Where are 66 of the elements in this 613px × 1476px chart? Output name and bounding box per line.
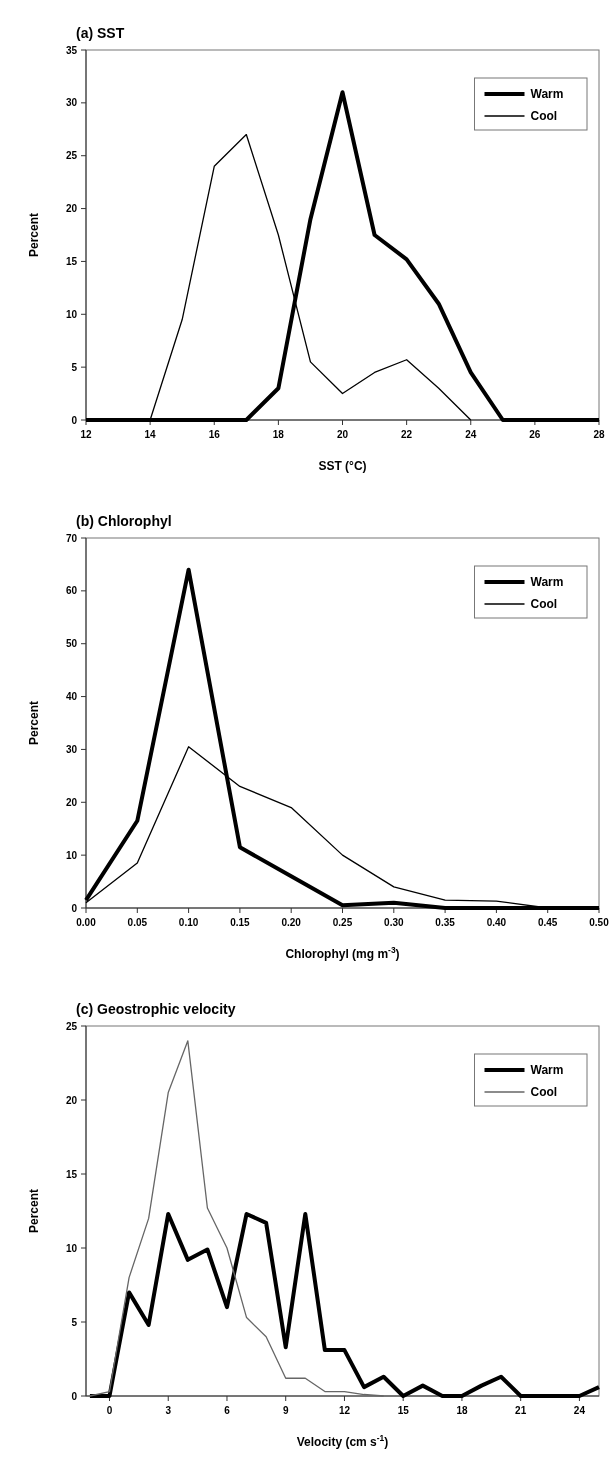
y-tick-label: 20	[65, 796, 78, 808]
y-tick-label: 0	[71, 902, 78, 914]
y-tick-label: 20	[65, 203, 78, 215]
x-tick-label: 18	[456, 1405, 468, 1416]
x-tick-label: 0.50	[589, 917, 610, 928]
x-tick-label: 0.05	[127, 917, 148, 928]
x-tick-label: 15	[397, 1405, 410, 1416]
x-tick-label: 9	[282, 1405, 289, 1416]
y-tick-label: 70	[65, 532, 78, 544]
x-tick-label: 0.10	[178, 917, 199, 928]
x-axis-title: Velocity (cm s$^{-1}$)	[296, 1433, 389, 1449]
chart-title: (b) Chlorophyl	[76, 513, 172, 529]
legend-label: Warm	[530, 575, 564, 590]
x-tick-label: 18	[272, 429, 285, 440]
x-tick-label: 21	[515, 1405, 527, 1416]
y-tick-label: 30	[65, 743, 78, 755]
y-tick-label: 15	[65, 255, 78, 267]
y-tick-label: 40	[65, 691, 78, 703]
x-tick-label: 0.15	[230, 917, 251, 928]
chart-title: (a) SST	[76, 25, 125, 41]
x-tick-label: 0.30	[384, 917, 404, 928]
x-tick-label: 0	[106, 1405, 113, 1416]
x-tick-label: 20	[336, 429, 349, 440]
x-axis-title: Chlorophyl (mg m$^{-3}$)	[285, 945, 400, 961]
x-tick-label: 16	[208, 429, 221, 440]
legend-label: Cool	[530, 1085, 558, 1100]
x-tick-label: 12	[80, 429, 92, 440]
x-tick-label: 14	[144, 429, 157, 440]
x-tick-label: 0.20	[281, 917, 302, 928]
x-tick-label: 22	[401, 429, 413, 440]
x-tick-label: 0.45	[537, 917, 558, 928]
y-tick-label: 50	[65, 638, 78, 650]
legend-label: Warm	[530, 1063, 564, 1078]
x-tick-label: 3	[165, 1405, 172, 1416]
y-tick-label: 20	[65, 1094, 78, 1106]
y-axis-title: Percent	[27, 1188, 41, 1234]
x-tick-label: 6	[224, 1405, 231, 1416]
y-tick-label: 60	[65, 585, 78, 597]
y-tick-label: 0	[71, 414, 78, 426]
x-tick-label: 0.00	[76, 917, 97, 928]
y-tick-label: 5	[71, 361, 78, 373]
legend-label: Cool	[530, 597, 558, 612]
y-tick-label: 25	[65, 150, 78, 162]
y-tick-label: 10	[65, 1242, 78, 1254]
legend-label: Warm	[530, 87, 564, 102]
x-tick-label: 24	[573, 1405, 586, 1416]
x-axis-title: SST (°C)	[318, 459, 367, 473]
y-tick-label: 10	[65, 849, 78, 861]
x-tick-label: 12	[338, 1405, 351, 1416]
chart-title: (c) Geostrophic velocity	[76, 1001, 236, 1017]
y-axis-title: Percent	[27, 212, 41, 258]
x-tick-label: 24	[465, 429, 477, 440]
y-tick-label: 15	[65, 1168, 78, 1180]
y-tick-label: 30	[65, 97, 78, 109]
x-tick-label: 26	[529, 429, 541, 440]
legend-label: Cool	[530, 109, 558, 124]
y-tick-label: 0	[71, 1390, 78, 1402]
y-tick-label: 35	[65, 44, 78, 56]
x-tick-label: 28	[593, 429, 605, 440]
x-tick-label: 0.35	[435, 917, 456, 928]
x-tick-label: 0.25	[332, 917, 353, 928]
y-tick-label: 25	[65, 1020, 78, 1032]
y-tick-label: 5	[71, 1316, 78, 1328]
y-axis-title: Percent	[27, 700, 41, 746]
x-tick-label: 0.40	[486, 917, 507, 928]
y-tick-label: 10	[65, 308, 78, 320]
